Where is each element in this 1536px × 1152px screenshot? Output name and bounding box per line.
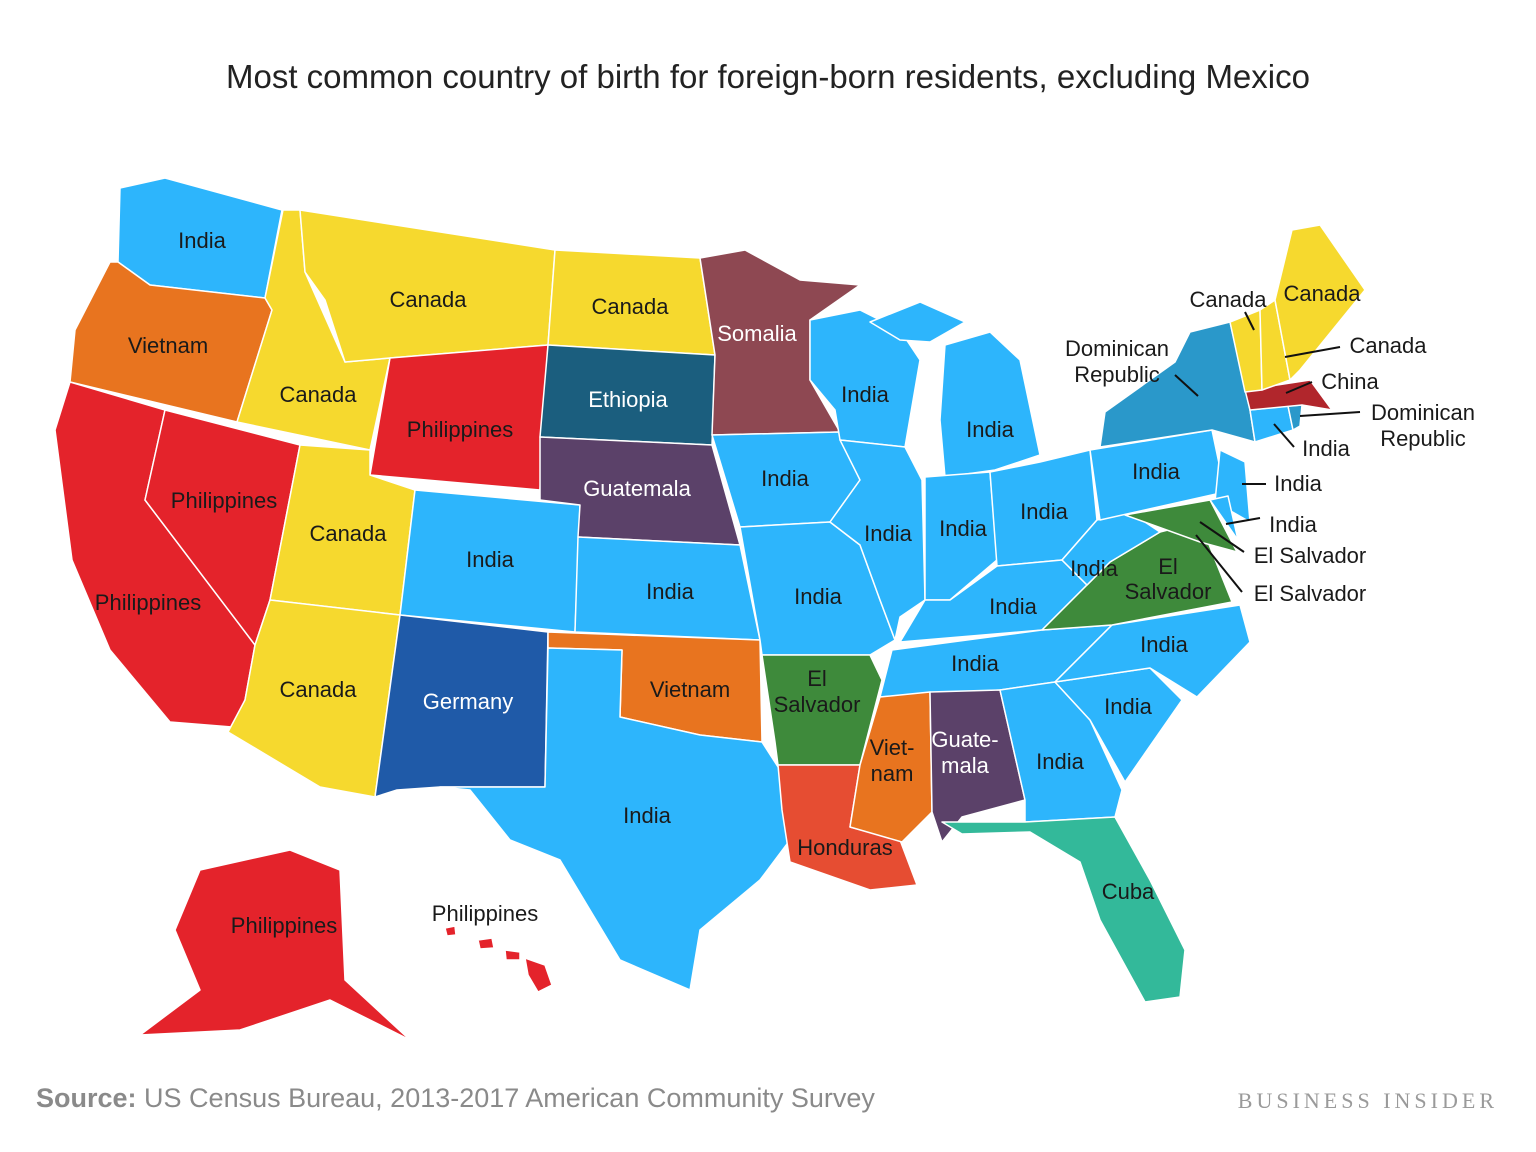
state-tx: [439, 647, 791, 991]
label-tx: India: [623, 803, 671, 828]
state-hi-4: [524, 957, 553, 993]
label-il: India: [864, 521, 912, 546]
label-ia: India: [761, 466, 809, 491]
label-ne: Guatemala: [583, 476, 691, 501]
label-nc: India: [1140, 632, 1188, 657]
state-hi-2: [477, 937, 495, 950]
label-mo: India: [794, 584, 842, 609]
label-oh: India: [1020, 499, 1068, 524]
label-ar-2: Salvador: [774, 692, 861, 717]
label-vt: Canada: [1189, 287, 1267, 312]
leader-vt: [1244, 311, 1255, 331]
label-ms-2: nam: [871, 761, 914, 786]
label-mn: Somalia: [717, 321, 797, 346]
label-nm: Germany: [423, 689, 513, 714]
label-wa: India: [178, 228, 226, 253]
state-hi-1: [444, 925, 457, 937]
label-ga: India: [1036, 749, 1084, 774]
label-sc: India: [1104, 694, 1152, 719]
label-mt: Canada: [389, 287, 467, 312]
brand-logo: BUSINESS INSIDER: [1237, 1088, 1498, 1113]
state-ct: [1249, 405, 1294, 443]
label-al-1: Guate-: [931, 727, 998, 752]
label-ri-1: Dominican: [1371, 400, 1475, 425]
label-fl: Cuba: [1102, 879, 1155, 904]
label-ut: Canada: [309, 521, 387, 546]
state-nc: [1054, 604, 1251, 698]
label-nh: Canada: [1349, 333, 1427, 358]
label-de: India: [1269, 512, 1317, 537]
leader-ny: [1174, 374, 1199, 397]
leader-dc: [1195, 534, 1243, 593]
label-ct: India: [1302, 436, 1350, 461]
label-in: India: [939, 516, 987, 541]
label-nj: India: [1274, 471, 1322, 496]
state-mt: [299, 209, 556, 363]
state-in: [924, 471, 998, 601]
label-ok: Vietnam: [650, 677, 730, 702]
label-ak: Philippines: [231, 913, 337, 938]
state-il: [829, 439, 926, 641]
label-pa: India: [1132, 459, 1180, 484]
leader-ct: [1273, 423, 1295, 448]
state-de: [1209, 495, 1239, 541]
source-label: Source:: [36, 1083, 137, 1113]
leader-ma: [1285, 381, 1313, 394]
state-hi-3: [504, 949, 521, 961]
leader-de: [1225, 517, 1261, 525]
label-mi: India: [966, 417, 1014, 442]
label-or: Vietnam: [128, 333, 208, 358]
label-wv: India: [1070, 556, 1118, 581]
label-ar-1: El: [807, 666, 827, 691]
label-ms-1: Viet-: [870, 735, 915, 760]
state-me: [1274, 224, 1366, 381]
label-hi: Philippines: [432, 901, 538, 926]
label-la: Honduras: [797, 835, 892, 860]
state-md: [1124, 499, 1238, 553]
state-wv: [1061, 511, 1161, 586]
label-sd: Ethiopia: [588, 387, 668, 412]
label-ri-2: Republic: [1380, 426, 1466, 451]
label-tn: India: [951, 651, 999, 676]
label-wy: Philippines: [407, 417, 513, 442]
label-ky: India: [989, 594, 1037, 619]
chart-title: Most common country of birth for foreign…: [226, 58, 1310, 95]
label-ny-2: Republic: [1074, 362, 1160, 387]
label-az: Canada: [279, 677, 357, 702]
label-nd: Canada: [591, 294, 669, 319]
label-ny-1: Dominican: [1065, 336, 1169, 361]
label-dc: El Salvador: [1254, 581, 1367, 606]
leader-nh: [1284, 346, 1341, 358]
leader-md: [1199, 521, 1245, 553]
label-me: Canada: [1283, 281, 1361, 306]
source-note: Source: US Census Bureau, 2013-2017 Amer…: [36, 1083, 875, 1114]
state-mi-upper: [869, 301, 966, 343]
state-ak: [139, 849, 411, 1041]
label-ks: India: [646, 579, 694, 604]
label-al-2: mala: [941, 753, 989, 778]
source-text: US Census Bureau, 2013-2017 American Com…: [144, 1083, 875, 1113]
label-md: El Salvador: [1254, 543, 1367, 568]
label-id: Canada: [279, 382, 357, 407]
label-wi: India: [841, 382, 889, 407]
state-fl: [941, 816, 1186, 1003]
label-nv: Philippines: [171, 488, 277, 513]
label-va-2: Salvador: [1125, 579, 1212, 604]
label-ca: Philippines: [95, 590, 201, 615]
label-co: India: [466, 547, 514, 572]
state-mi: [939, 331, 1041, 478]
label-ma: China: [1321, 369, 1379, 394]
label-va-1: El: [1158, 554, 1178, 579]
leader-ri: [1299, 411, 1361, 417]
